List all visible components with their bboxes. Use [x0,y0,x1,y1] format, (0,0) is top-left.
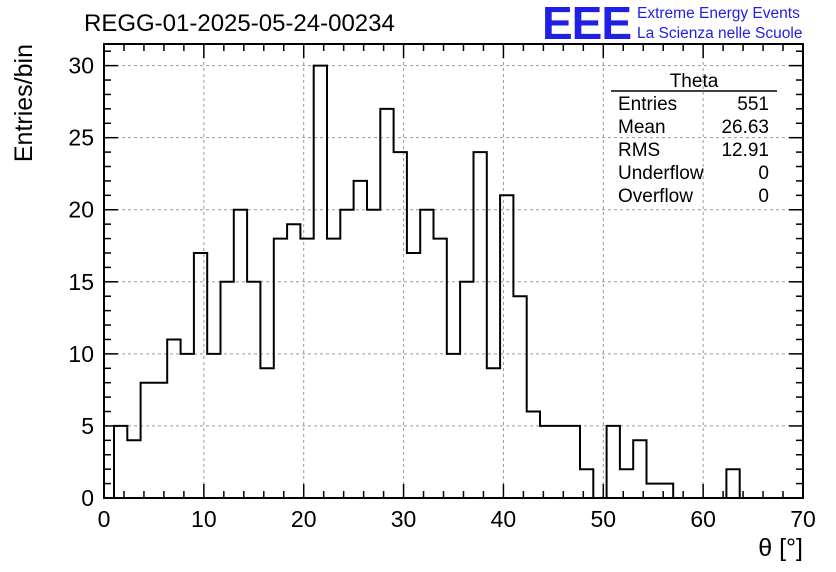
histogram-bin [460,282,473,498]
stats-label: Mean [618,117,666,138]
histogram-bin [620,469,633,498]
histogram-bin [540,426,553,498]
histogram-bin [527,412,540,498]
histogram-bin [247,282,260,498]
histogram-bin [367,210,380,498]
histogram-bin [553,426,566,498]
x-tick-label: 0 [98,506,111,532]
stats-value: 26.63 [721,117,769,138]
histogram-bin [580,469,593,498]
plot-frame [103,43,804,499]
y-tick-label: 20 [68,197,94,223]
histogram-bin [314,66,327,498]
histogram-bin [194,253,207,498]
stats-value: 0 [758,186,769,207]
histogram-bin [287,224,300,498]
histogram-bin [407,253,420,498]
x-tick-label: 20 [291,506,317,532]
histogram-bin [380,109,393,498]
histogram-bin [726,469,739,498]
histogram-bin [647,484,660,498]
stats-value: 551 [737,94,769,115]
histogram-bin [473,152,486,498]
y-tick-label: 30 [68,53,94,79]
histogram-bin [633,440,646,498]
histogram-bin [340,210,353,498]
y-tick-label: 15 [68,269,94,295]
histogram-bin [660,484,673,498]
y-axis-label: Entries/bin [10,44,38,162]
histogram-bin [234,210,247,498]
logo-line-2: La Scienza nelle Scuole [637,25,803,42]
y-tick-label: 5 [81,413,94,439]
run-title: REGG-01-2025-05-24-00234 [84,10,395,37]
stats-title: Theta [670,71,719,92]
y-tick-label: 10 [68,341,94,367]
stats-label: Underflow [618,163,704,184]
logo-mark: EEE [542,0,632,49]
stats-value: 0 [758,163,769,184]
histogram-bin [154,383,167,498]
histogram-bin [487,368,500,498]
histogram-bin [127,440,140,498]
x-tick-label: 40 [491,506,517,532]
x-tick-label: 60 [690,506,716,532]
histogram-bin [500,195,513,498]
stats-label: Entries [618,94,677,115]
histogram-bin [260,368,273,498]
histogram-bin [300,239,313,498]
histogram-series [113,64,754,499]
histogram-bin [114,426,127,498]
stats-value: 12.91 [721,140,769,161]
histogram-bin [167,339,180,498]
histogram-bin [327,239,340,498]
x-tick-label: 10 [191,506,217,532]
histogram-bin [274,239,287,498]
histogram-bin [220,282,233,498]
histogram-bin [447,354,460,498]
x-axis-label: θ [°] [758,534,803,562]
histogram-bin [420,210,433,498]
histogram-bin [567,426,580,498]
histogram-bin [181,354,194,498]
histogram-bin [354,181,367,498]
histogram-bin [207,354,220,498]
logo-line-1: Extreme Energy Events [637,5,800,22]
x-tick-label: 30 [391,506,417,532]
histogram-bin [434,239,447,498]
histogram-bin [513,296,526,498]
x-tick-label: 70 [790,506,816,532]
y-tick-label: 25 [68,125,94,151]
y-tick-label: 0 [81,485,94,511]
x-tick-label: 50 [590,506,616,532]
histogram-bin [141,383,154,498]
stats-label: RMS [618,140,660,161]
histogram-bin [394,152,407,498]
histogram-bin [607,426,620,498]
stats-label: Overflow [618,186,693,207]
